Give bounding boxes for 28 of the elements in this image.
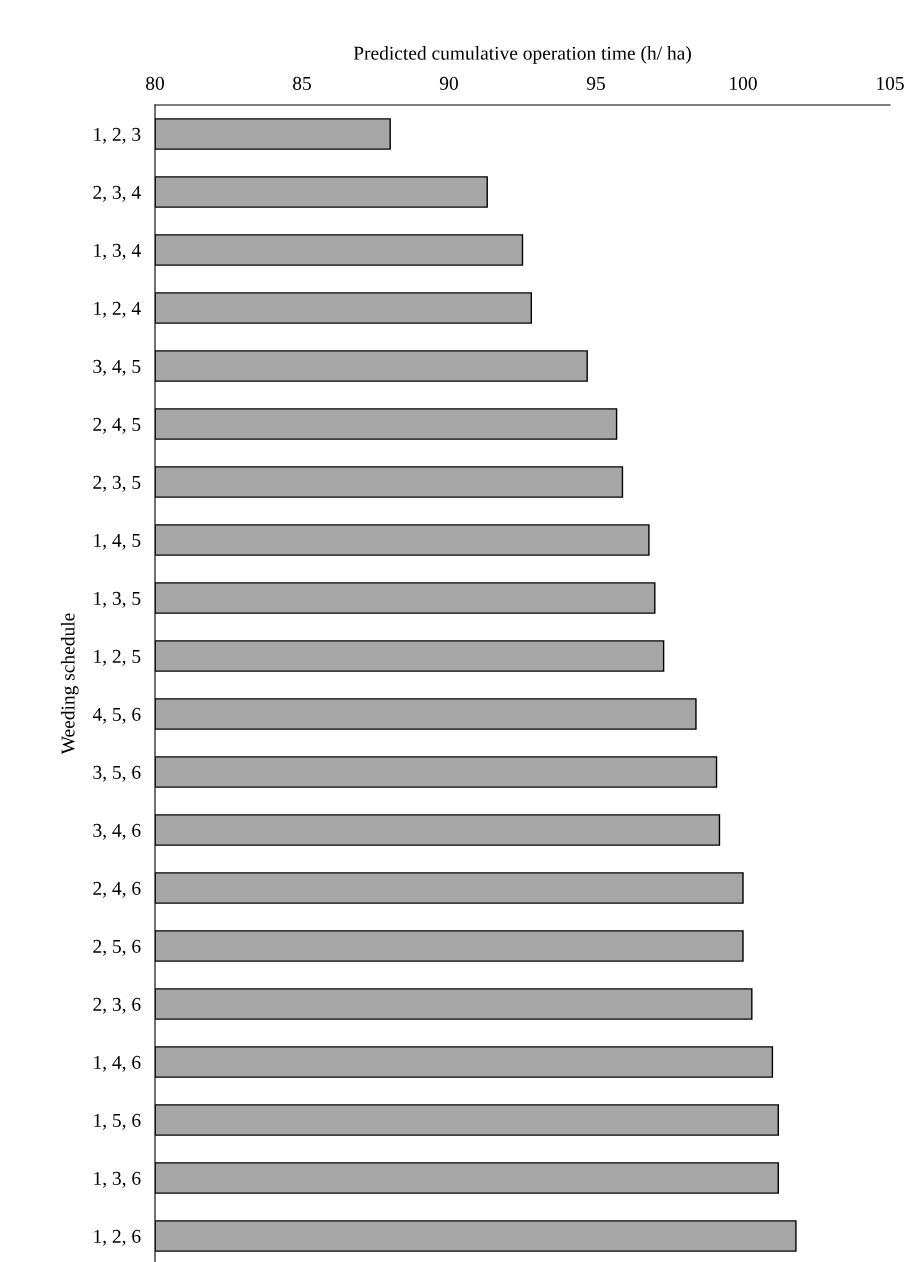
y-tick-label: 1, 3, 6 xyxy=(94,1171,141,1188)
y-tick-label: 2, 3, 5 xyxy=(93,475,141,492)
y-tick-label: 1, 2, 6 xyxy=(94,1229,141,1246)
x-axis-title: Predicted cumulative operation time (h/ ha) xyxy=(353,46,691,64)
y-tick-label: 1, 5, 6 xyxy=(94,1113,141,1130)
x-tick-label: 80 xyxy=(146,76,164,90)
y-tick-label: 2, 3, 6 xyxy=(93,997,141,1014)
x-tick-label: 85 xyxy=(293,76,311,90)
x-tick-label: 95 xyxy=(586,76,605,90)
y-tick-label: 2, 4, 6 xyxy=(93,881,141,898)
y-tick-label: 2, 5, 6 xyxy=(93,939,141,956)
y-axis-title: Weeding schedule xyxy=(60,613,79,755)
y-tick-label: 3, 4, 6 xyxy=(93,823,141,840)
y-tick-label: 1, 2, 4 xyxy=(94,301,141,318)
y-tick-label: 4, 5, 6 xyxy=(92,707,141,724)
y-tick-label: 2, 4, 5 xyxy=(93,417,141,434)
y-tick-label: 1, 3, 4 xyxy=(94,243,141,260)
y-tick-label: 3, 5, 6 xyxy=(93,765,141,782)
y-tick-label: 1, 2, 3 xyxy=(94,127,141,144)
x-tick-label: 105 xyxy=(877,76,904,90)
y-tick-label: 3, 4, 5 xyxy=(93,359,141,376)
y-tick-label: 1, 2, 5 xyxy=(94,649,141,666)
y-tick-label: 1, 3, 5 xyxy=(94,591,141,608)
x-tick-label: 90 xyxy=(439,76,458,90)
y-tick-label: 2, 3, 4 xyxy=(93,185,141,202)
y-tick-label: 1, 4, 6 xyxy=(94,1055,141,1072)
x-tick-label: 100 xyxy=(730,76,757,90)
y-tick-label: 1, 4, 5 xyxy=(94,533,141,550)
